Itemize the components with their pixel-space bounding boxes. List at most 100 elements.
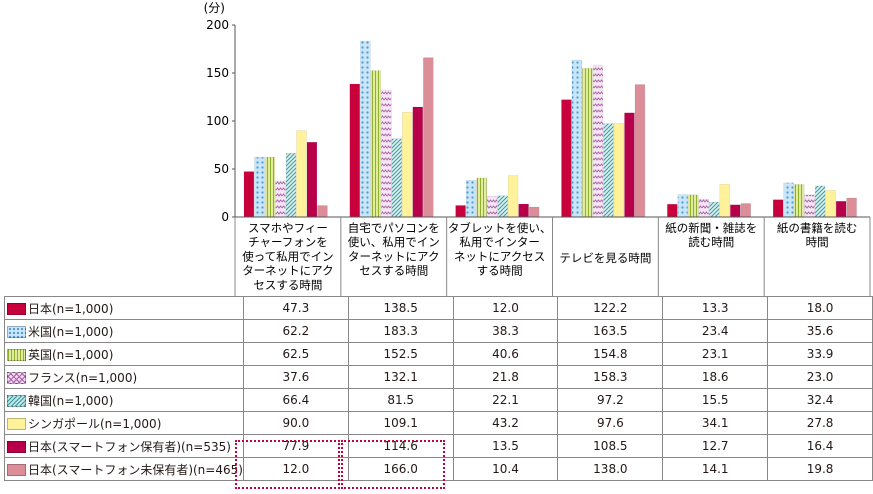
table-cell: 109.1 xyxy=(347,411,454,435)
table-cell: 90.0 xyxy=(242,411,349,435)
bar-series-3-cat-5 xyxy=(804,194,815,218)
bar-series-6-cat-3 xyxy=(624,112,635,218)
bar-series-7-cat-2 xyxy=(528,206,540,218)
legend-swatch xyxy=(7,348,26,361)
table-cell: 154.8 xyxy=(557,342,664,366)
bar-series-2-cat-1 xyxy=(370,70,381,218)
bar-series-6-cat-2 xyxy=(518,203,529,218)
table-cell: 183.3 xyxy=(347,319,454,343)
table-cell: 43.2 xyxy=(452,411,559,435)
table-cell: 12.0 xyxy=(242,457,349,481)
table-cell: 23.1 xyxy=(662,342,769,366)
bar-series-0-cat-2 xyxy=(455,205,466,218)
legend-label: シンガポール(n=1,000) xyxy=(28,416,162,431)
legend-swatch xyxy=(7,371,26,384)
table-cell: 34.1 xyxy=(662,411,769,435)
table-cell: 77.9 xyxy=(242,434,349,458)
bar-series-0-cat-5 xyxy=(772,199,784,218)
legend-entry: 日本(スマートフォン未保有者)(n=465) xyxy=(4,457,244,481)
bar-series-2-cat-4 xyxy=(688,194,699,218)
table-cell: 13.3 xyxy=(662,296,769,320)
bar-series-7-cat-3 xyxy=(634,84,646,218)
table-cell: 138.5 xyxy=(347,296,454,320)
bar-series-3-cat-0 xyxy=(275,180,286,218)
x-category-label: タブレットを使い、私用でインターネットにアクセスする時間 xyxy=(448,221,552,278)
legend-entry: 韓国(n=1,000) xyxy=(4,388,244,412)
x-category-label: 紙の書籍を読む時間 xyxy=(777,221,858,249)
table-cell: 166.0 xyxy=(347,457,454,481)
table-cell: 81.5 xyxy=(347,388,454,412)
bar-series-7-cat-1 xyxy=(423,57,434,218)
bar-series-5-cat-5 xyxy=(825,190,836,218)
table-cell: 14.1 xyxy=(662,457,769,481)
table-cell: 18.0 xyxy=(767,296,873,320)
table-cell: 16.4 xyxy=(767,434,873,458)
bar-series-2-cat-5 xyxy=(793,184,805,218)
legend-label: フランス(n=1,000) xyxy=(28,370,138,385)
bar-series-6-cat-5 xyxy=(835,201,847,218)
bar-series-4-cat-5 xyxy=(814,185,826,218)
table-cell: 108.5 xyxy=(557,434,664,458)
bar-series-7-cat-5 xyxy=(846,197,857,218)
table-cell: 122.2 xyxy=(557,296,664,320)
bar-series-1-cat-1 xyxy=(360,40,371,218)
bar-series-0-cat-3 xyxy=(561,99,572,218)
table-cell: 62.5 xyxy=(242,342,349,366)
bar-series-2-cat-0 xyxy=(264,156,276,218)
legend-swatch xyxy=(7,417,26,430)
legend-label: 韓国(n=1,000) xyxy=(28,393,114,408)
legend-entry: フランス(n=1,000) xyxy=(4,365,244,389)
legend-entry: 日本(n=1,000) xyxy=(4,296,244,320)
legend-entry: 日本(スマートフォン保有者)(n=535) xyxy=(4,434,244,458)
bar-series-7-cat-4 xyxy=(740,203,751,218)
legend-entry: シンガポール(n=1,000) xyxy=(4,411,244,435)
data-table: 日本(n=1,000) 47.3 138.5 12.0 122.2 13.3 18.0 米国(… xyxy=(4,296,873,481)
bar-series-4-cat-2 xyxy=(497,195,508,218)
bar-series-0-cat-4 xyxy=(667,203,678,218)
bar-series-3-cat-1 xyxy=(381,89,392,218)
table-cell: 35.6 xyxy=(767,319,873,343)
table-cell: 12.7 xyxy=(662,434,769,458)
bar-series-2-cat-3 xyxy=(582,68,593,218)
table-cell: 138.0 xyxy=(557,457,664,481)
table-cell: 97.2 xyxy=(557,388,664,412)
y-tick-label: 50 xyxy=(214,162,229,176)
table-cell: 47.3 xyxy=(242,296,349,320)
legend-label: 英国(n=1,000) xyxy=(28,347,114,362)
x-category-label: 紙の新聞・雑誌を読む時間 xyxy=(665,221,757,249)
table-cell: 13.5 xyxy=(452,434,559,458)
table-cell: 18.6 xyxy=(662,365,769,389)
x-category-label: テレビを見る時間 xyxy=(559,251,651,265)
legend-entry: 英国(n=1,000) xyxy=(4,342,244,366)
table-row: フランス(n=1,000) 37.6 132.1 21.8 158.3 18.6 23.0 xyxy=(4,365,873,389)
bar-series-4-cat-1 xyxy=(391,138,402,218)
table-cell: 38.3 xyxy=(452,319,559,343)
table-cell: 27.8 xyxy=(767,411,873,435)
bar-series-5-cat-1 xyxy=(402,112,413,218)
bar-series-0-cat-0 xyxy=(243,171,255,218)
table-cell: 23.0 xyxy=(767,365,873,389)
table-cell: 12.0 xyxy=(452,296,559,320)
table-cell: 163.5 xyxy=(557,319,664,343)
bar-chart: (分) 0 50 100 150 200 スマホやフィーチャーフォンを使って私用でインタ… xyxy=(204,1,871,296)
bar-series-0-cat-1 xyxy=(349,83,360,218)
table-cell: 152.5 xyxy=(347,342,454,366)
table-cell: 21.8 xyxy=(452,365,559,389)
bar-series-1-cat-5 xyxy=(783,182,794,218)
table-cell: 37.6 xyxy=(242,365,349,389)
legend-swatch xyxy=(7,463,26,476)
bar-series-3-cat-3 xyxy=(592,64,604,218)
bar-series-5-cat-0 xyxy=(296,130,307,218)
table-row: シンガポール(n=1,000) 90.0 109.1 43.2 97.6 34.1 27.8 xyxy=(4,411,873,435)
table-cell: 62.2 xyxy=(242,319,349,343)
bar-series-6-cat-0 xyxy=(306,141,318,218)
table-cell: 15.5 xyxy=(662,388,769,412)
bar-series-6-cat-1 xyxy=(412,106,423,218)
bar-series-4-cat-4 xyxy=(709,201,720,218)
table-row: 英国(n=1,000) 62.5 152.5 40.6 154.8 23.1 33.9 xyxy=(4,342,873,366)
x-category-label: 自宅でパソコンを使い、私用でインターネットにアクセスする時間 xyxy=(348,221,440,278)
bar-series-3-cat-2 xyxy=(486,195,498,218)
y-tick-label: 0 xyxy=(221,210,229,224)
table-cell: 19.8 xyxy=(767,457,873,481)
table-row: 日本(n=1,000) 47.3 138.5 12.0 122.2 13.3 18.0 xyxy=(4,296,873,320)
